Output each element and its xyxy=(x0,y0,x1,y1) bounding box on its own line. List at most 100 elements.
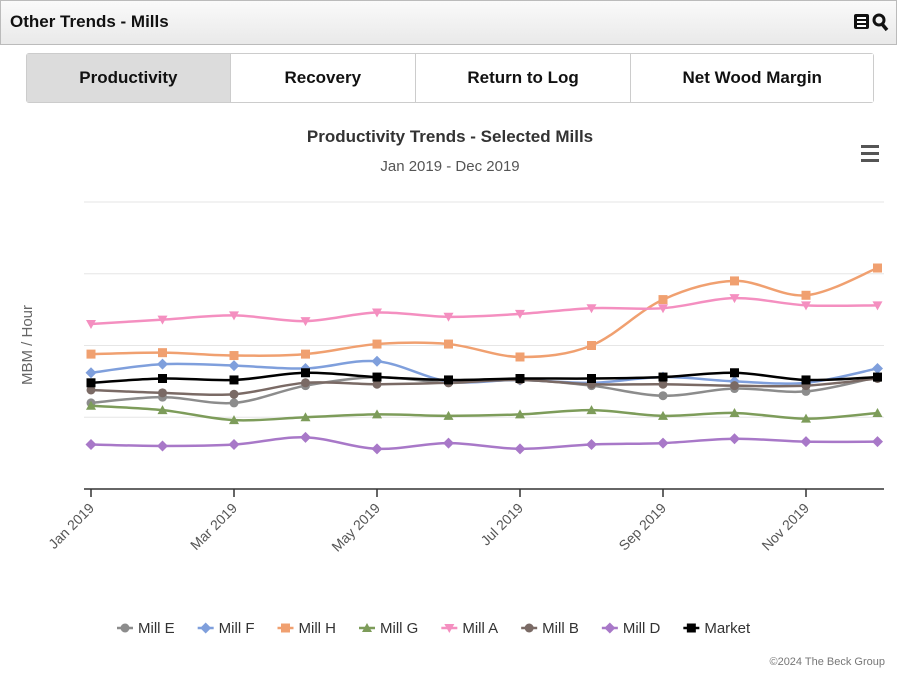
marker xyxy=(157,440,168,452)
marker xyxy=(120,623,130,633)
chart-title: Productivity Trends - Selected Mills xyxy=(307,127,593,146)
marker xyxy=(157,315,168,325)
marker xyxy=(586,304,597,314)
tab[interactable]: Net Wood Margin xyxy=(631,54,873,102)
marker xyxy=(444,375,453,385)
marker xyxy=(730,368,739,378)
marker xyxy=(658,295,668,305)
marker xyxy=(729,294,740,304)
marker xyxy=(872,436,883,448)
marker xyxy=(86,400,96,410)
series xyxy=(86,263,882,362)
marker xyxy=(873,372,882,382)
tab[interactable]: Return to Log xyxy=(415,54,632,102)
tab[interactable]: Productivity xyxy=(27,54,231,102)
marker xyxy=(801,413,811,423)
marker xyxy=(587,341,596,350)
marker xyxy=(229,398,239,408)
marker xyxy=(514,443,526,455)
marker xyxy=(86,385,96,395)
marker xyxy=(372,409,382,419)
legend-label: Mill H xyxy=(299,620,337,637)
x-tick-label: Jan 2019 xyxy=(45,500,97,552)
series xyxy=(86,294,883,329)
marker xyxy=(658,410,668,420)
legend-label: Mill D xyxy=(623,620,661,637)
line xyxy=(90,404,878,422)
marker xyxy=(444,624,455,633)
line xyxy=(90,377,878,397)
marker xyxy=(229,415,239,425)
marker xyxy=(229,351,239,361)
marker xyxy=(86,378,96,388)
menu-icon[interactable] xyxy=(861,145,879,162)
header-icons[interactable] xyxy=(853,13,893,33)
x-tick-label: Mar 2019 xyxy=(187,500,240,553)
marker xyxy=(515,309,525,319)
marker xyxy=(281,623,290,633)
marker xyxy=(801,375,811,385)
legend-item[interactable]: Mill A xyxy=(441,620,498,637)
marker xyxy=(515,374,525,384)
marker xyxy=(873,263,882,273)
marker xyxy=(228,439,240,451)
legend-item[interactable]: Mill E xyxy=(117,620,175,637)
legend-label: Mill G xyxy=(380,620,418,637)
marker xyxy=(158,348,167,358)
x-tick-label: Sep 2019 xyxy=(615,500,669,554)
marker xyxy=(658,379,668,389)
header: Other Trends - Mills xyxy=(0,0,897,45)
legend-item[interactable]: Mill D xyxy=(601,620,661,637)
legend-label: Mill E xyxy=(138,620,175,637)
marker xyxy=(515,352,525,362)
marker xyxy=(85,439,97,451)
legend-item[interactable]: Mill F xyxy=(197,620,255,637)
marker xyxy=(301,349,310,359)
marker xyxy=(586,439,597,451)
legend-item[interactable]: Mill G xyxy=(359,620,418,637)
marker xyxy=(362,623,372,632)
marker xyxy=(730,276,739,286)
marker xyxy=(301,368,310,378)
legend-label: Mill F xyxy=(219,620,255,637)
line xyxy=(90,371,878,385)
marker xyxy=(801,290,811,300)
marker xyxy=(730,381,739,391)
marker xyxy=(300,317,311,327)
series xyxy=(85,355,883,389)
series xyxy=(85,431,883,455)
tab-bar: Productivity Recovery Return to Log Net … xyxy=(26,53,874,103)
x-tick-label: Nov 2019 xyxy=(758,500,812,554)
line xyxy=(90,436,878,451)
marker xyxy=(586,405,597,415)
series xyxy=(86,368,882,388)
marker xyxy=(85,367,97,379)
marker xyxy=(301,378,310,388)
legend-item[interactable]: Mill B xyxy=(521,620,579,637)
tab[interactable]: Recovery xyxy=(230,54,416,102)
marker xyxy=(444,339,453,349)
marker xyxy=(587,374,596,384)
legend-item[interactable]: Market xyxy=(683,620,751,637)
marker xyxy=(524,623,534,633)
marker xyxy=(200,622,212,634)
marker xyxy=(443,312,454,322)
marker xyxy=(800,436,812,448)
chart-subtitle: Jan 2019 - Dec 2019 xyxy=(380,158,519,175)
x-tick-label: Jul 2019 xyxy=(477,500,526,549)
legend-label: Market xyxy=(704,620,751,637)
marker xyxy=(801,301,811,311)
marker xyxy=(657,437,669,449)
marker xyxy=(658,304,668,314)
marker xyxy=(686,623,696,633)
marker xyxy=(443,437,454,449)
legend-item[interactable]: Mill H xyxy=(277,620,337,637)
marker xyxy=(872,362,883,374)
marker xyxy=(86,349,96,359)
marker xyxy=(872,301,883,311)
marker xyxy=(729,407,740,417)
marker xyxy=(729,433,740,445)
marker xyxy=(658,391,668,401)
marker xyxy=(604,622,616,634)
